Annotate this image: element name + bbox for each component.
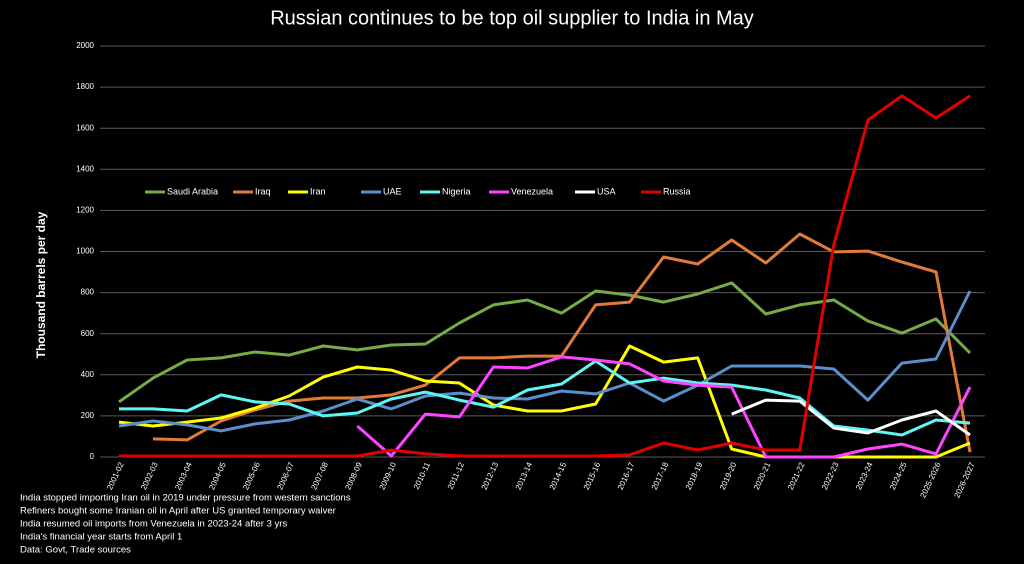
x-tick-label: 2015-16 bbox=[582, 460, 603, 491]
x-tick-label: 2010-11 bbox=[412, 460, 433, 490]
y-tick-label: 1000 bbox=[76, 247, 94, 256]
y-tick-label: 600 bbox=[81, 329, 95, 338]
legend-label: Iraq bbox=[255, 186, 271, 196]
series-line bbox=[356, 355, 972, 459]
y-axis-label: Thousand barrels per day bbox=[34, 211, 48, 358]
x-tick-label: 2017-18 bbox=[650, 460, 671, 491]
y-tick-label: 200 bbox=[81, 411, 95, 420]
y-tick-label: 1200 bbox=[76, 206, 94, 215]
legend-label: Saudi Arabia bbox=[167, 186, 218, 196]
x-tick-label: 2007-08 bbox=[309, 460, 330, 491]
series-line bbox=[731, 398, 971, 437]
chart-title: Russian continues to be top oil supplier… bbox=[270, 7, 754, 29]
y-tick-label: 2000 bbox=[76, 41, 94, 50]
x-tick-label: 2023-24 bbox=[854, 460, 875, 491]
x-tick-label: 2012-13 bbox=[480, 460, 501, 491]
x-tick-label: 2013-14 bbox=[514, 460, 535, 491]
x-tick-label: 2026-2027 bbox=[952, 460, 977, 499]
x-tick-label: 2016-17 bbox=[616, 460, 637, 491]
note: India stopped importing Iran oil in 2019… bbox=[20, 493, 351, 504]
note: India's financial year starts from April… bbox=[20, 532, 182, 543]
legend-label: Nigeria bbox=[442, 186, 471, 196]
y-tick-label: 1400 bbox=[76, 164, 94, 173]
x-tick-label: 2011-12 bbox=[446, 460, 467, 490]
x-tick-label: 2002-03 bbox=[139, 460, 160, 491]
x-tick-label: 2022-23 bbox=[820, 460, 841, 491]
x-tick-label: 2018-19 bbox=[684, 460, 705, 491]
legend-label: UAE bbox=[383, 186, 402, 196]
note: Refiners bought some Iranian oil in Apri… bbox=[20, 506, 336, 517]
y-tick-label: 1800 bbox=[76, 82, 94, 91]
legend-label: Russia bbox=[663, 186, 691, 196]
x-tick-label: 2008-09 bbox=[343, 460, 364, 491]
x-tick-label: 2004-05 bbox=[207, 460, 228, 491]
y-tick-label: 1600 bbox=[76, 123, 94, 132]
note: Data: Govt, Trade sources bbox=[20, 545, 131, 556]
series-line bbox=[119, 359, 971, 437]
x-tick-label: 2009-10 bbox=[377, 460, 398, 491]
series-line bbox=[118, 290, 972, 433]
x-tick-label: 2001-02 bbox=[105, 460, 126, 491]
y-tick-label: 400 bbox=[81, 370, 95, 379]
series-line bbox=[118, 281, 972, 404]
series-line bbox=[152, 232, 972, 453]
x-tick-label: 2025-2026 bbox=[918, 460, 943, 499]
y-tick-label: 0 bbox=[90, 452, 95, 461]
x-tick-label: 2021-22 bbox=[786, 460, 807, 491]
legend-label: Venezuela bbox=[511, 186, 553, 196]
legend-label: Iran bbox=[310, 186, 326, 196]
x-tick-label: 2020-21 bbox=[752, 460, 773, 491]
note: India resumed oil imports from Venezuela… bbox=[20, 519, 287, 530]
x-tick-label: 2005-06 bbox=[241, 460, 262, 491]
x-tick-label: 2003-04 bbox=[173, 460, 194, 491]
y-tick-label: 800 bbox=[81, 288, 95, 297]
x-tick-label: 2024-25 bbox=[888, 460, 909, 491]
x-tick-label: 2019-20 bbox=[718, 460, 739, 491]
series-line bbox=[119, 94, 971, 458]
x-tick-label: 2006-07 bbox=[275, 460, 296, 491]
legend-label: USA bbox=[597, 186, 616, 196]
x-tick-label: 2014-15 bbox=[548, 460, 569, 491]
